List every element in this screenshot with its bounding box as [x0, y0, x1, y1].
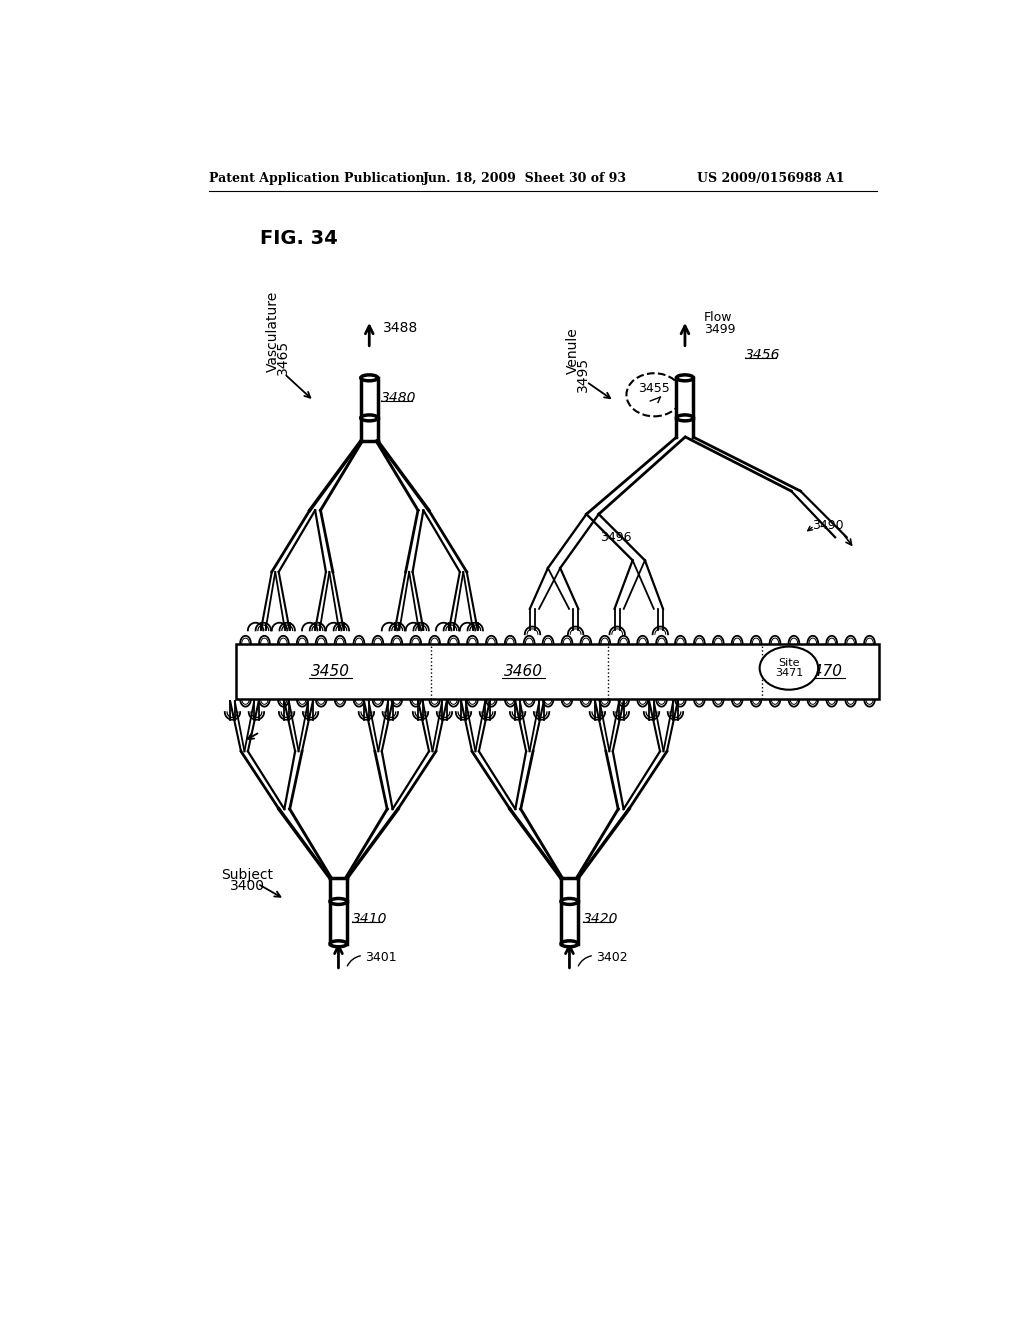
Text: 3496: 3496 [600, 531, 632, 544]
Text: FIG. 34: FIG. 34 [260, 230, 338, 248]
Ellipse shape [561, 899, 578, 904]
Bar [677, 378, 693, 418]
Text: 3420: 3420 [583, 912, 618, 927]
Text: 3495: 3495 [577, 356, 590, 392]
Text: 3499: 3499 [705, 323, 735, 335]
Text: 3488: 3488 [383, 321, 419, 335]
Text: Site: Site [778, 657, 800, 668]
Text: 3460: 3460 [504, 664, 543, 678]
Text: Flow: Flow [705, 312, 733, 325]
Text: 3400: 3400 [230, 879, 265, 894]
Text: 3401: 3401 [366, 952, 397, 964]
Text: Venule: Venule [566, 327, 581, 375]
Text: US 2009/0156988 A1: US 2009/0156988 A1 [696, 173, 844, 185]
Ellipse shape [677, 375, 693, 380]
Ellipse shape [360, 414, 378, 421]
Text: Vasculature: Vasculature [266, 290, 280, 372]
Bar [561, 902, 578, 944]
Ellipse shape [330, 899, 347, 904]
Text: 3402: 3402 [596, 952, 628, 964]
Text: Jun. 18, 2009  Sheet 30 of 93: Jun. 18, 2009 Sheet 30 of 93 [423, 173, 627, 185]
Text: 3480: 3480 [381, 391, 417, 405]
Text: 3450: 3450 [311, 664, 350, 678]
Ellipse shape [627, 374, 682, 416]
Text: 3456: 3456 [745, 347, 780, 362]
Text: 3471: 3471 [775, 668, 803, 677]
Bar [360, 378, 378, 418]
Text: 3465: 3465 [276, 339, 290, 375]
Text: 3470: 3470 [804, 664, 843, 678]
Ellipse shape [330, 941, 347, 946]
Ellipse shape [360, 375, 378, 380]
Ellipse shape [561, 941, 578, 946]
Bar [237, 644, 879, 700]
Ellipse shape [677, 414, 693, 421]
Text: Subject: Subject [221, 867, 273, 882]
Text: 3410: 3410 [351, 912, 387, 927]
Bar [330, 902, 347, 944]
Text: 3490: 3490 [812, 519, 844, 532]
Text: Patent Application Publication: Patent Application Publication [209, 173, 425, 185]
Ellipse shape [760, 647, 818, 689]
Text: 3455: 3455 [638, 381, 670, 395]
